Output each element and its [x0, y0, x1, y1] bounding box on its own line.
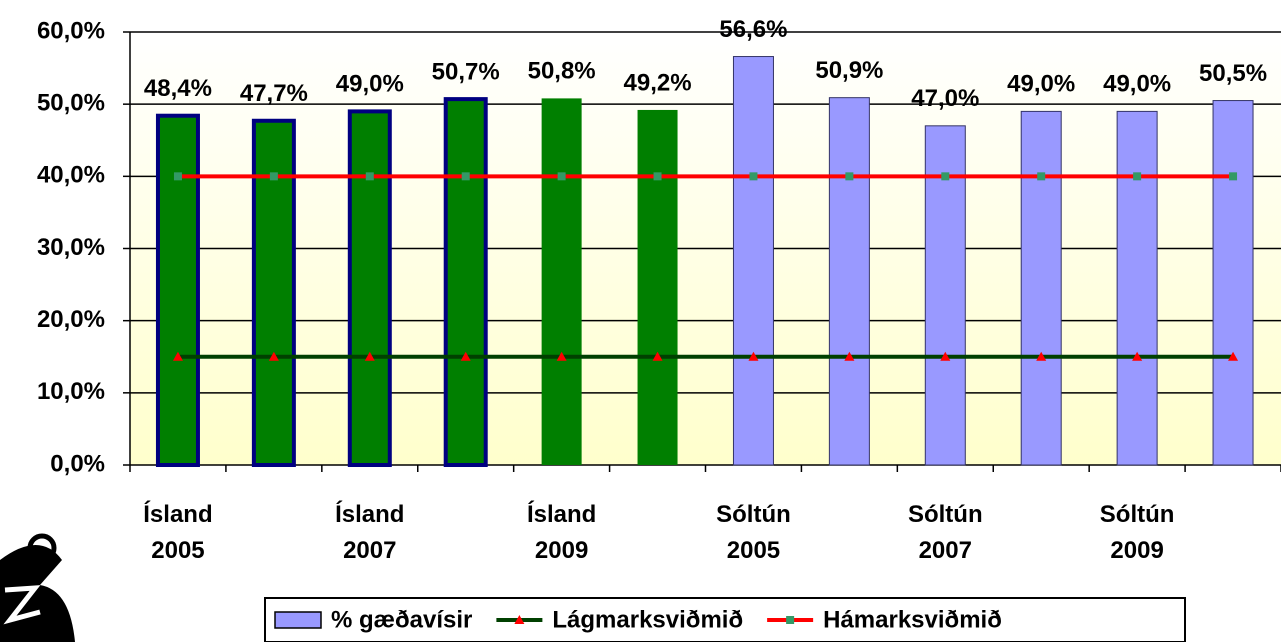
data-label: 48,4%: [144, 75, 212, 102]
line-marker: [460, 351, 471, 361]
bar: [155, 113, 200, 467]
line-marker: [556, 351, 567, 361]
logo: [0, 533, 75, 642]
legend: [264, 597, 1186, 642]
line-marker: [1037, 172, 1046, 181]
line-marker: [1132, 351, 1143, 361]
data-label: 50,5%: [1199, 60, 1267, 87]
bar: [732, 56, 774, 466]
line-marker: [173, 172, 182, 181]
line-marker: [1133, 172, 1142, 181]
bar: [541, 98, 582, 465]
bar: [1116, 110, 1158, 466]
data-label: 50,9%: [815, 57, 883, 84]
legend-marker: [514, 615, 525, 624]
line-marker: [461, 172, 470, 181]
data-label: 47,0%: [911, 85, 979, 112]
legend-label: Lágmarksviðmið: [552, 606, 743, 633]
line-marker: [652, 351, 663, 361]
data-label: 47,7%: [240, 80, 308, 107]
x-tick-label: Ísland 2005: [143, 501, 213, 564]
x-tick-label: Ísland 2007: [335, 501, 405, 564]
data-label: 49,2%: [624, 69, 692, 96]
line-marker: [269, 172, 278, 181]
bar: [443, 97, 488, 468]
y-tick-label: 30,0%: [37, 234, 105, 261]
line-marker: [748, 351, 759, 361]
legend-label: Hámarksviðmið: [823, 606, 1002, 633]
x-tick-label: Sóltún 2009: [1099, 501, 1175, 564]
y-tick-label: 10,0%: [37, 378, 105, 405]
data-label: 49,0%: [336, 71, 404, 98]
bar: [1020, 110, 1062, 466]
line-marker: [653, 172, 662, 181]
line-marker: [749, 172, 758, 181]
bar: [347, 109, 392, 467]
y-tick-label: 40,0%: [37, 162, 105, 189]
x-tick-label: Sóltún 2005: [716, 501, 791, 564]
data-label: 50,8%: [528, 58, 596, 85]
line-marker: [268, 351, 279, 361]
y-tick-label: 60,0%: [37, 17, 105, 44]
y-tick-label: 20,0%: [37, 306, 105, 333]
data-label: 50,7%: [432, 58, 500, 85]
x-tick-label: Ísland 2009: [526, 501, 597, 564]
line-marker: [940, 351, 951, 361]
legend-marker: [786, 616, 795, 624]
line-marker: [1228, 351, 1239, 361]
line-marker: [364, 351, 375, 361]
legend-swatch: [274, 611, 322, 629]
bar: [924, 125, 966, 466]
y-tick-label: 50,0%: [37, 90, 105, 117]
data-label: 49,0%: [1007, 71, 1075, 98]
line-marker: [365, 172, 374, 181]
x-tick-label: Sóltún 2007: [907, 501, 983, 564]
line-marker: [1036, 351, 1047, 361]
bar: [1212, 100, 1254, 466]
line-marker: [172, 351, 183, 361]
legend-label: % gæðavísir: [331, 606, 472, 633]
y-tick-label: 0,0%: [50, 450, 105, 477]
line-marker: [845, 172, 854, 181]
line-marker: [557, 172, 566, 181]
line-marker: [1229, 172, 1238, 181]
data-label: 56,6%: [719, 16, 787, 43]
bar: [828, 97, 870, 466]
line-marker: [941, 172, 950, 181]
line-marker: [844, 351, 855, 361]
data-label: 49,0%: [1103, 71, 1171, 98]
bar: [637, 109, 678, 465]
